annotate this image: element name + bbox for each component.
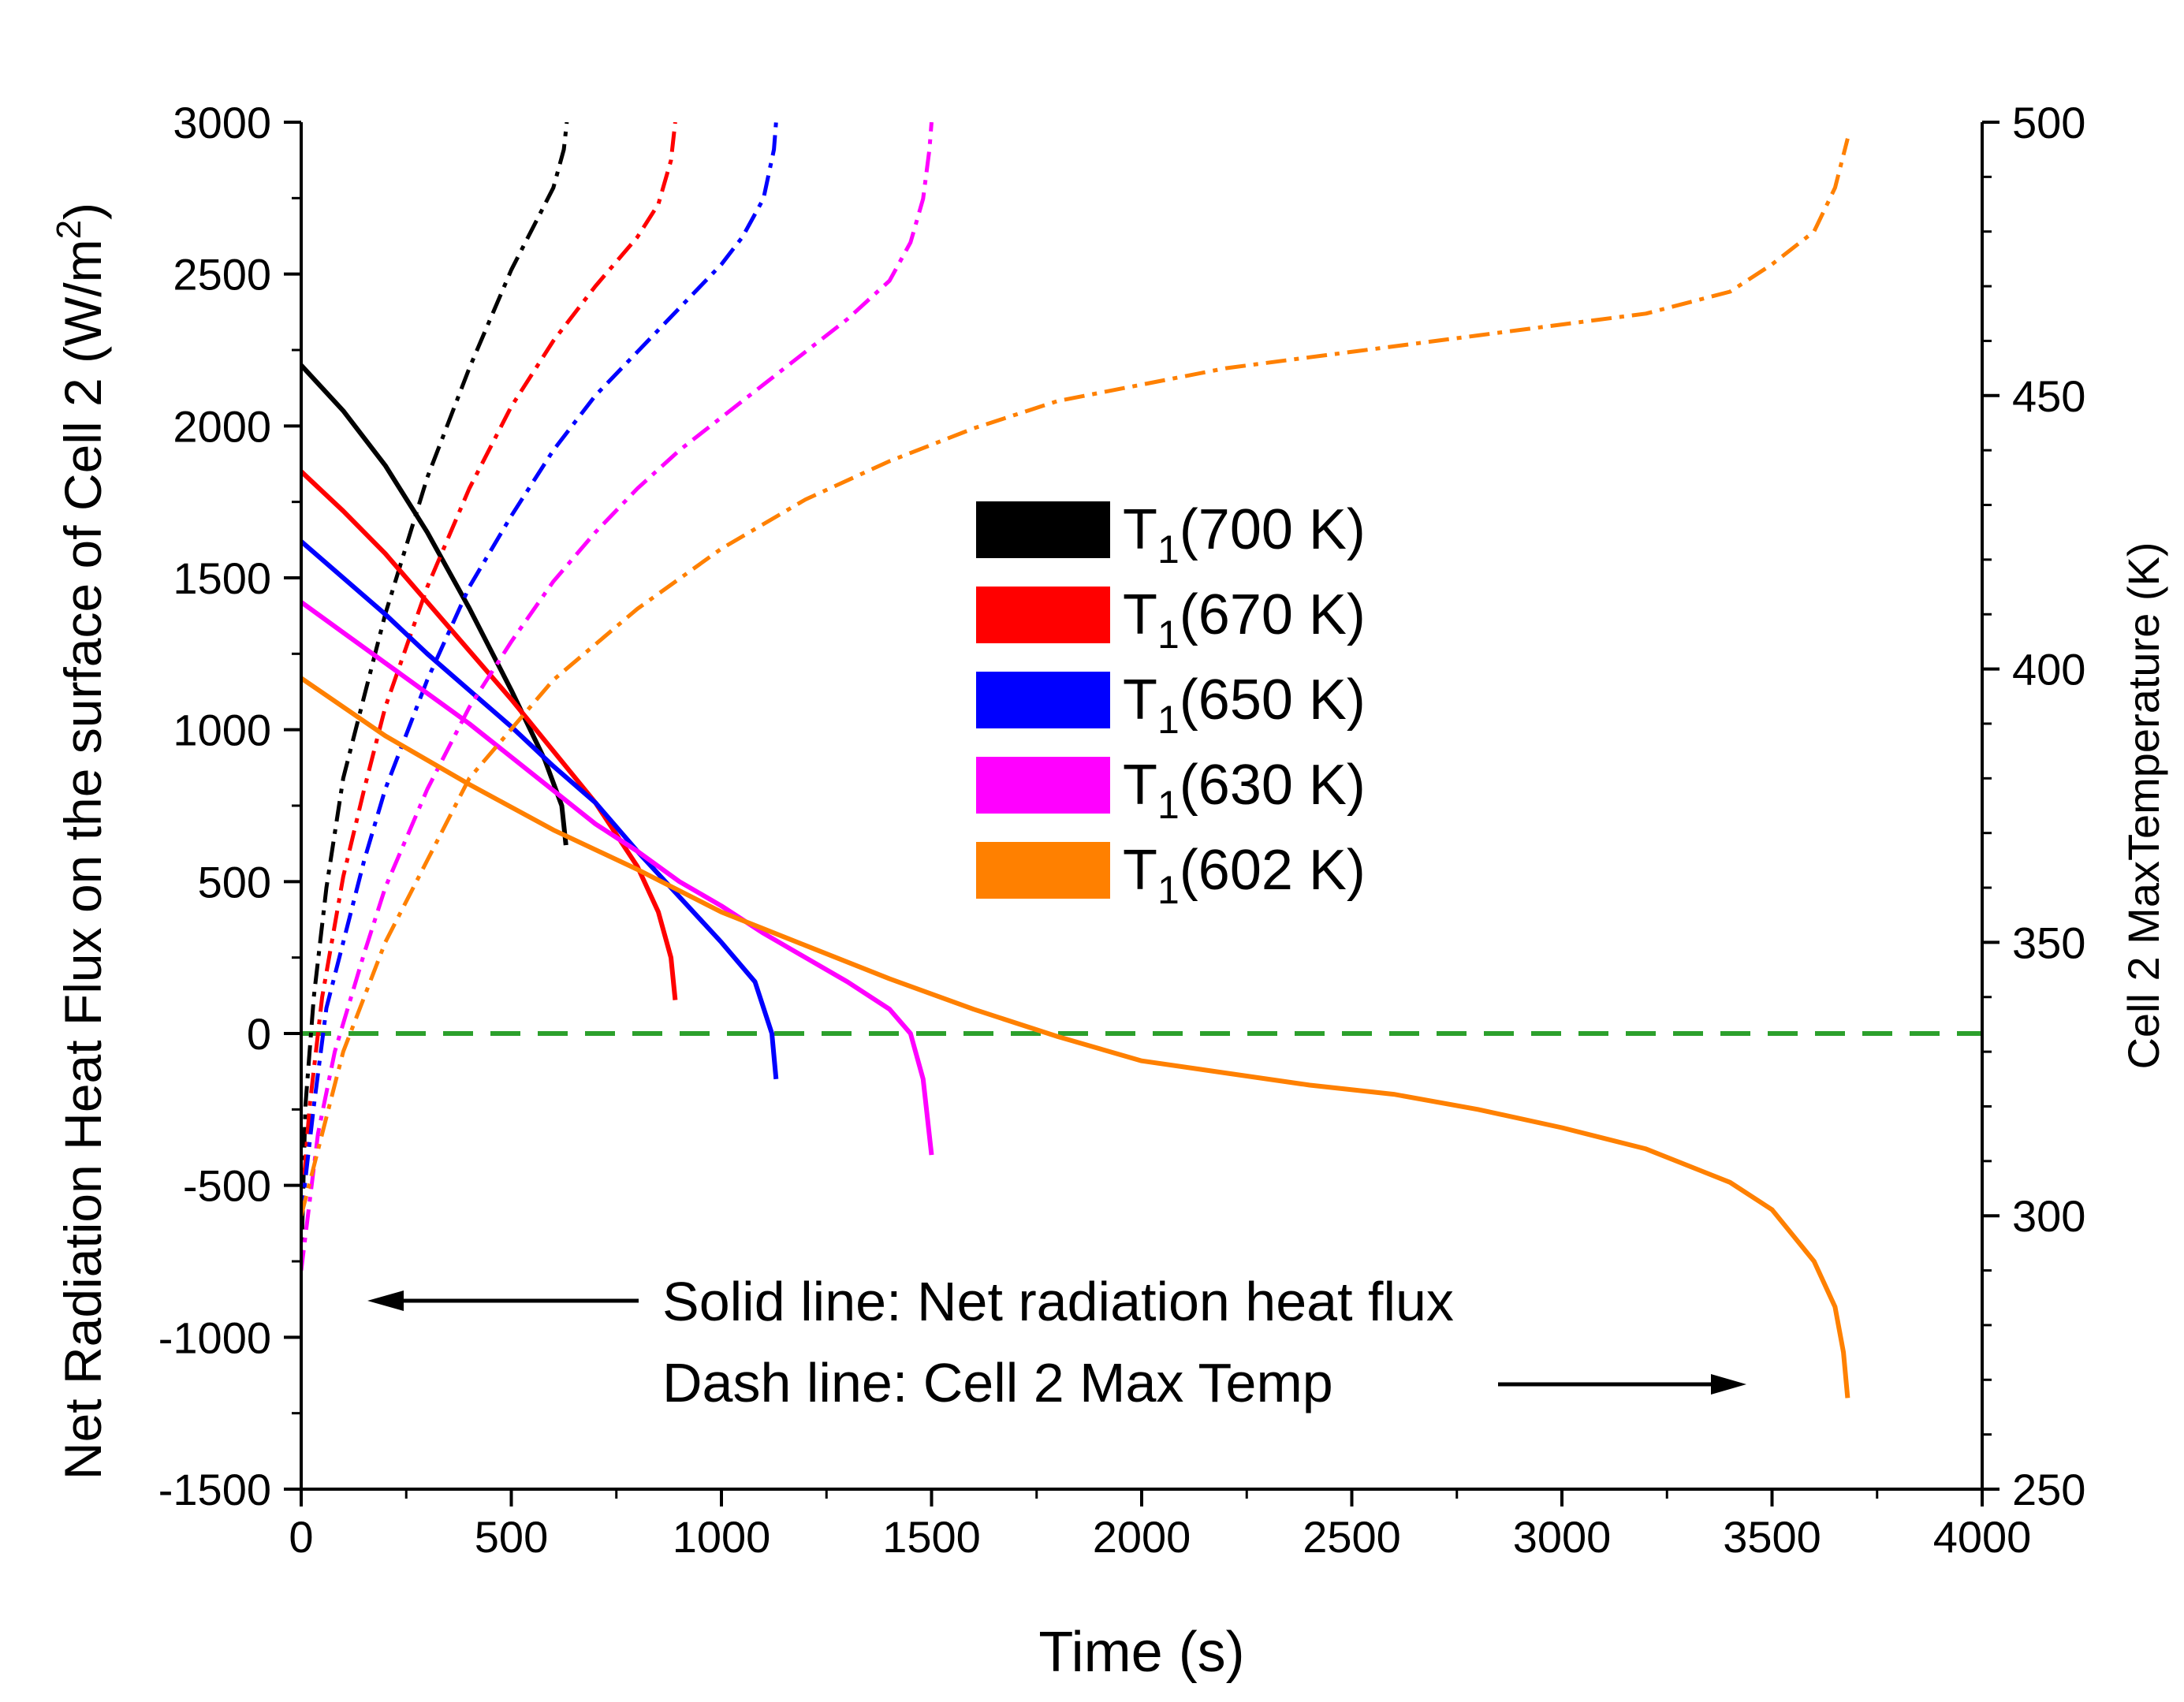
y-right-tick-label: 500	[2012, 98, 2085, 147]
y-right-tick-label: 250	[2012, 1465, 2085, 1514]
y-left-tick-label: 1000	[173, 706, 271, 755]
y-left-tick-label: -1500	[158, 1465, 271, 1514]
legend-label: T1(670 K)	[1123, 583, 1366, 657]
legend-swatch	[976, 842, 1110, 899]
annotation-solid: Solid line: Net radiation heat flux	[662, 1271, 1454, 1332]
left-arrow-head	[367, 1290, 404, 1311]
y-left-tick-label: 1500	[173, 553, 271, 603]
legend-swatch	[976, 757, 1110, 814]
legend-label: T1(602 K)	[1123, 839, 1366, 912]
y-left-tick-label: 500	[198, 857, 271, 907]
legend-swatch	[976, 501, 1110, 558]
x-tick-label: 3500	[1723, 1512, 1821, 1562]
right-arrow-head	[1711, 1374, 1746, 1395]
max-temp-line-3	[301, 122, 934, 1271]
x-tick-label: 1500	[882, 1512, 981, 1562]
y-right-tick-label: 400	[2012, 645, 2085, 695]
max-temp-line-1	[301, 122, 677, 1216]
y-left-axis-title: Net Radiation Heat Flux on the surface o…	[50, 203, 112, 1480]
y-left-tick-label: 2500	[173, 250, 271, 300]
max-temp-line-2	[301, 122, 778, 1216]
x-tick-label: 0	[289, 1512, 313, 1562]
legend-swatch	[976, 587, 1110, 643]
y-left-tick-label: 2000	[173, 401, 271, 451]
heat-flux-line-3	[301, 600, 934, 1156]
legend-swatch	[976, 672, 1110, 728]
x-tick-label: 4000	[1933, 1512, 2032, 1562]
x-tick-label: 1000	[673, 1512, 771, 1562]
heat-flux-line-0	[301, 363, 568, 846]
y-right-axis-title: Cell 2 MaxTemperature (K)	[2119, 542, 2168, 1069]
y-right-tick-label: 350	[2012, 918, 2085, 967]
y-left-tick-label: -1000	[158, 1313, 271, 1362]
y-right-tick-label: 300	[2012, 1191, 2085, 1241]
y-right-tick-label: 450	[2012, 371, 2085, 421]
x-tick-label: 500	[475, 1512, 548, 1562]
x-tick-label: 3000	[1513, 1512, 1612, 1562]
y-left-tick-label: 0	[247, 1009, 271, 1059]
y-left-tick-label: -500	[183, 1161, 271, 1211]
x-tick-label: 2000	[1093, 1512, 1191, 1562]
max-temp-line-4	[301, 138, 1850, 1216]
heat-flux-line-2	[301, 539, 779, 1080]
legend-label: T1(630 K)	[1123, 754, 1366, 827]
annotation-dash: Dash line: Cell 2 Max Temp	[662, 1352, 1333, 1413]
x-tick-label: 2500	[1303, 1512, 1401, 1562]
x-axis-title: Time (s)	[1038, 1621, 1244, 1684]
y-left-tick-label: 3000	[173, 98, 271, 147]
heat-flux-line-1	[301, 469, 678, 1000]
legend-label: T1(650 K)	[1123, 669, 1366, 742]
heat-flux-line-4	[301, 676, 1850, 1398]
legend-label: T1(700 K)	[1123, 498, 1366, 572]
